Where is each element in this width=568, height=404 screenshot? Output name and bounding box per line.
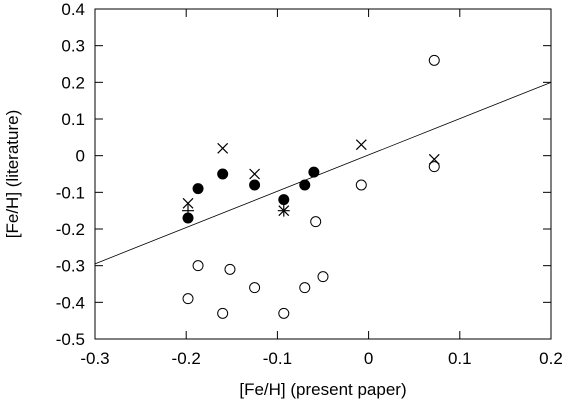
fit-line (94, 81, 552, 265)
plot-frame (94, 8, 552, 340)
plus-point (277, 204, 290, 217)
data-points (182, 54, 440, 319)
y-tick-label: 0.2 (61, 73, 85, 92)
y-tick-label: -0.5 (56, 330, 85, 349)
open-circle-point (310, 216, 322, 228)
y-tick-label: 0.3 (61, 37, 85, 56)
filled-circle-point (299, 179, 311, 191)
open-circle-point (217, 307, 229, 319)
axis-ticks (94, 8, 552, 340)
filled-circle-point (308, 166, 320, 178)
y-tick-label: 0.4 (61, 0, 85, 19)
x-tick-label: -0.3 (80, 349, 109, 368)
x-tick-label: 0 (364, 349, 373, 368)
x-tick-label: 0.2 (539, 349, 563, 368)
open-circle-point (278, 307, 290, 319)
tick-labels: -0.3 -0.2 -0.1 0 0.1 0.2 -0.5 -0.4 -0.3 -0.2 -0.1 0… (56, 0, 563, 368)
cross-point (217, 142, 229, 154)
filled-circle-point (192, 183, 204, 195)
cross-point (355, 139, 367, 151)
open-circle-point (355, 179, 367, 191)
y-axis-label: [Fe/H] (literature) (3, 110, 22, 238)
open-circle-point (192, 260, 204, 272)
open-circle-point (249, 282, 261, 294)
y-tick-label: 0.1 (61, 110, 85, 129)
y-tick-label: -0.2 (56, 220, 85, 239)
open-circle-point (224, 263, 236, 275)
filled-circle-point (278, 194, 290, 206)
y-tick-label: -0.1 (56, 183, 85, 202)
plus-point (182, 204, 195, 217)
open-circle-point (317, 271, 329, 283)
open-circle-point (428, 54, 440, 66)
cross-point (182, 197, 194, 209)
open-circle-point (182, 293, 194, 305)
y-tick-label: 0 (76, 147, 85, 166)
x-tick-label: -0.2 (172, 349, 201, 368)
x-axis-label: [Fe/H] (present paper) (239, 380, 406, 399)
filled-circle-point (249, 179, 261, 191)
x-tick-label: 0.1 (448, 349, 472, 368)
y-tick-label: -0.3 (56, 257, 85, 276)
open-circle-point (299, 282, 311, 294)
y-tick-label: -0.4 (56, 293, 85, 312)
cross-point (428, 153, 440, 165)
x-tick-label: -0.1 (263, 349, 292, 368)
filled-circle-point (217, 168, 229, 180)
open-circle-point (428, 161, 440, 173)
cross-point (249, 168, 261, 180)
